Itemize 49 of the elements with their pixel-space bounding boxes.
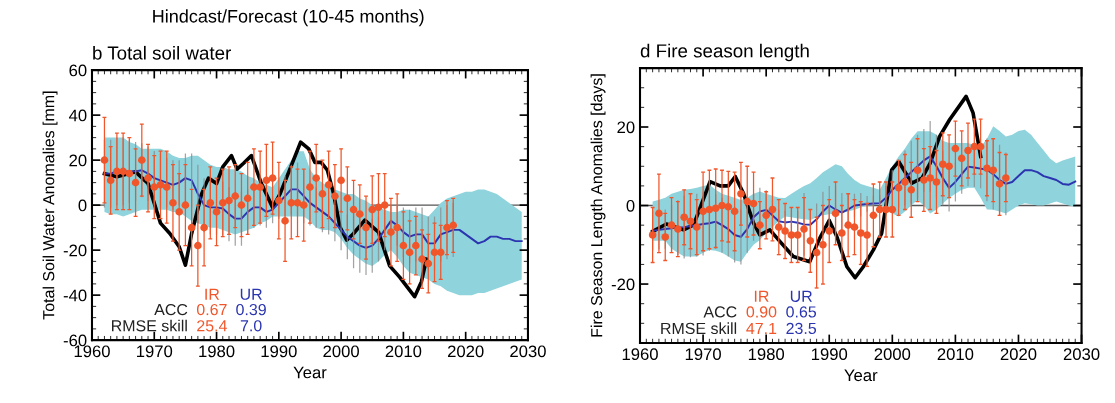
annotation: 47.1: [746, 322, 777, 334]
annotation: 0.65: [786, 306, 817, 318]
x-tick-label: 1980: [748, 348, 785, 361]
y-axis-title: Total Soil Water Anomalies [mm]: [42, 91, 58, 320]
y-tick-label: -20: [611, 278, 635, 291]
x-tick-label: 2000: [323, 345, 359, 358]
chart-subtitle: b Total soil water: [93, 45, 231, 60]
annotation: IR: [205, 288, 220, 300]
x-tick-label: 1970: [685, 348, 721, 361]
chart-title: Hindcast/Forecast (10-45 months): [153, 9, 424, 27]
y-tick-label: -60: [63, 334, 87, 347]
annotation: IR: [754, 290, 769, 302]
chart-title: d Fire season length: [640, 43, 809, 62]
x-tick-label: 2030: [1063, 348, 1100, 361]
y-axis-title: Fire Season Length Anomalies [days]: [590, 74, 606, 337]
x-tick-label: 2020: [1000, 348, 1037, 361]
x-axis-title: Year: [293, 366, 327, 379]
y-tick-label: -40: [63, 289, 87, 302]
annotation: UR: [790, 290, 812, 302]
y-tick-label: 40: [68, 109, 87, 122]
annotation: 23.5: [786, 322, 817, 335]
y-tick-label: 60: [69, 64, 87, 77]
x-tick-label: 2010: [385, 345, 422, 358]
x-axis-title: Year: [844, 369, 878, 382]
annotation: ACC: [703, 306, 737, 318]
annotation: 0.67: [196, 303, 227, 316]
x-tick-label: 1970: [137, 345, 173, 358]
y-tick-label: 20: [69, 154, 87, 167]
x-tick-label: 2010: [937, 348, 974, 361]
x-tick-label: 1960: [622, 348, 658, 361]
x-tick-label: 1980: [199, 345, 235, 358]
x-tick-label: 2000: [874, 348, 911, 361]
x-tick-label: 2030: [510, 345, 546, 358]
x-tick-label: 1990: [261, 345, 297, 358]
y-tick-label: 20: [617, 121, 635, 134]
y-tick-label: 0: [626, 199, 635, 212]
annotation: UR: [240, 288, 262, 300]
annotation: RMSE skill: [112, 319, 187, 332]
y-tick-label: -20: [63, 244, 87, 257]
annotation: 25.4: [197, 320, 227, 332]
x-tick-label: 1990: [811, 348, 848, 361]
x-tick-label: 1960: [74, 345, 110, 358]
annotation: ACC: [154, 303, 188, 316]
x-tick-label: 2020: [447, 345, 484, 358]
annotation: 7.0: [240, 320, 262, 332]
annotation: 0.39: [236, 303, 266, 316]
y-tick-label: 0: [78, 199, 87, 212]
annotation: RMSE skill: [661, 322, 737, 335]
annotation: 0.90: [746, 306, 777, 318]
